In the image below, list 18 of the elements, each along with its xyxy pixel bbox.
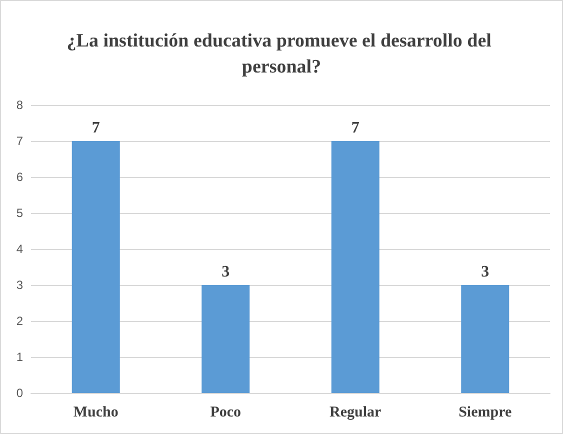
y-tick-label: 0 [16, 386, 24, 400]
y-tick-label: 1 [16, 350, 24, 364]
y-tick-label: 3 [16, 278, 24, 292]
y-tick-label: 8 [16, 98, 24, 112]
x-tick-label: Mucho [73, 404, 118, 420]
data-label: 3 [222, 264, 230, 280]
x-tick-label: Poco [210, 404, 242, 420]
data-label: 7 [351, 120, 360, 136]
y-tick-label: 6 [16, 170, 24, 184]
data-label: 3 [481, 264, 490, 280]
y-tick-label: 4 [16, 242, 24, 256]
y-tick-label: 7 [16, 134, 24, 148]
y-tick-label: 2 [16, 314, 24, 328]
y-tick-label: 5 [16, 206, 24, 220]
x-tick-label: Siempre [458, 404, 512, 420]
chart-title: ¿La institución educativa promueve el desarrollo del personal? [66, 30, 496, 78]
x-tick-label: Regular [330, 404, 382, 420]
data-label: 7 [92, 120, 100, 136]
